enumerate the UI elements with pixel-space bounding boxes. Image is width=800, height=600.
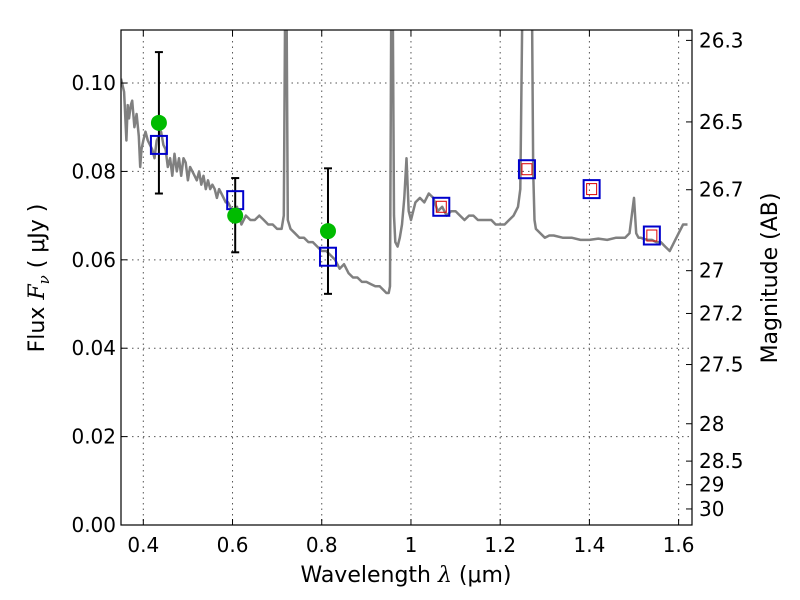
mag-tick-label: 26.3 — [699, 28, 744, 52]
model-band-square — [432, 196, 451, 217]
x-tick-label: 1 — [405, 533, 418, 557]
model-band-markers — [149, 134, 661, 267]
model-band-square — [318, 246, 337, 267]
secondary-y-axis-title: Magnitude (AB) — [758, 193, 783, 364]
x-tick-label: 1.6 — [663, 533, 695, 557]
y-tick-label: 0.00 — [71, 513, 116, 537]
x-tick-label: 0.4 — [127, 533, 159, 557]
mag-tick-label: 27.2 — [699, 301, 744, 325]
x-axis-title: Wavelength λ (μm) — [300, 563, 511, 588]
plot-frame — [120, 29, 693, 526]
x-tick-label: 0.6 — [217, 533, 249, 557]
mag-tick-label: 26.5 — [699, 110, 744, 134]
y-tick-label: 0.04 — [71, 336, 116, 360]
observed-photometry — [150, 114, 336, 240]
observed-point — [319, 223, 336, 240]
x-tick-label: 1.4 — [573, 533, 605, 557]
x-tick-label: 0.8 — [306, 533, 338, 557]
y-tick-label: 0.08 — [71, 159, 116, 183]
model-band-marker — [318, 246, 337, 267]
model-band-inner-square — [521, 163, 533, 176]
model-band-marker — [517, 159, 536, 180]
mag-tick-label: 28 — [699, 412, 724, 436]
mag-tick-label: 30 — [699, 497, 724, 521]
model-band-square — [517, 159, 536, 180]
y-tick-label: 0.10 — [71, 71, 116, 95]
spectrum-line — [121, 30, 688, 295]
plot-area — [121, 30, 688, 295]
mag-tick-label: 27.5 — [699, 353, 744, 377]
model-band-marker — [582, 179, 601, 200]
x-tick-label: 1.2 — [484, 533, 516, 557]
model-band-square — [582, 179, 601, 200]
model-band-marker — [642, 225, 661, 246]
axis-ticks: 0.4 0.6 0.8 1 1.2 1.4 1.6 0.00 0.02 0.04 0.06 0.08 0… — [71, 28, 743, 557]
model-band-inner-square — [435, 200, 447, 213]
y-axis-title: Flux Fν ( μJy ) — [25, 204, 53, 353]
model-band-marker — [149, 134, 168, 155]
observed-point — [150, 114, 167, 131]
observed-point — [227, 207, 244, 224]
mag-tick-label: 29 — [699, 473, 724, 497]
model-band-square — [642, 225, 661, 246]
model-band-inner-square — [586, 183, 598, 196]
model-band-inner-square — [646, 229, 658, 242]
model-band-square — [149, 134, 168, 155]
model-band-marker — [432, 196, 451, 217]
y-tick-label: 0.02 — [71, 425, 116, 449]
mag-tick-label: 26.7 — [699, 178, 744, 202]
y-tick-label: 0.06 — [71, 248, 116, 272]
mag-tick-label: 27 — [699, 259, 724, 283]
mag-tick-label: 28.5 — [699, 449, 744, 473]
grid — [121, 30, 692, 526]
